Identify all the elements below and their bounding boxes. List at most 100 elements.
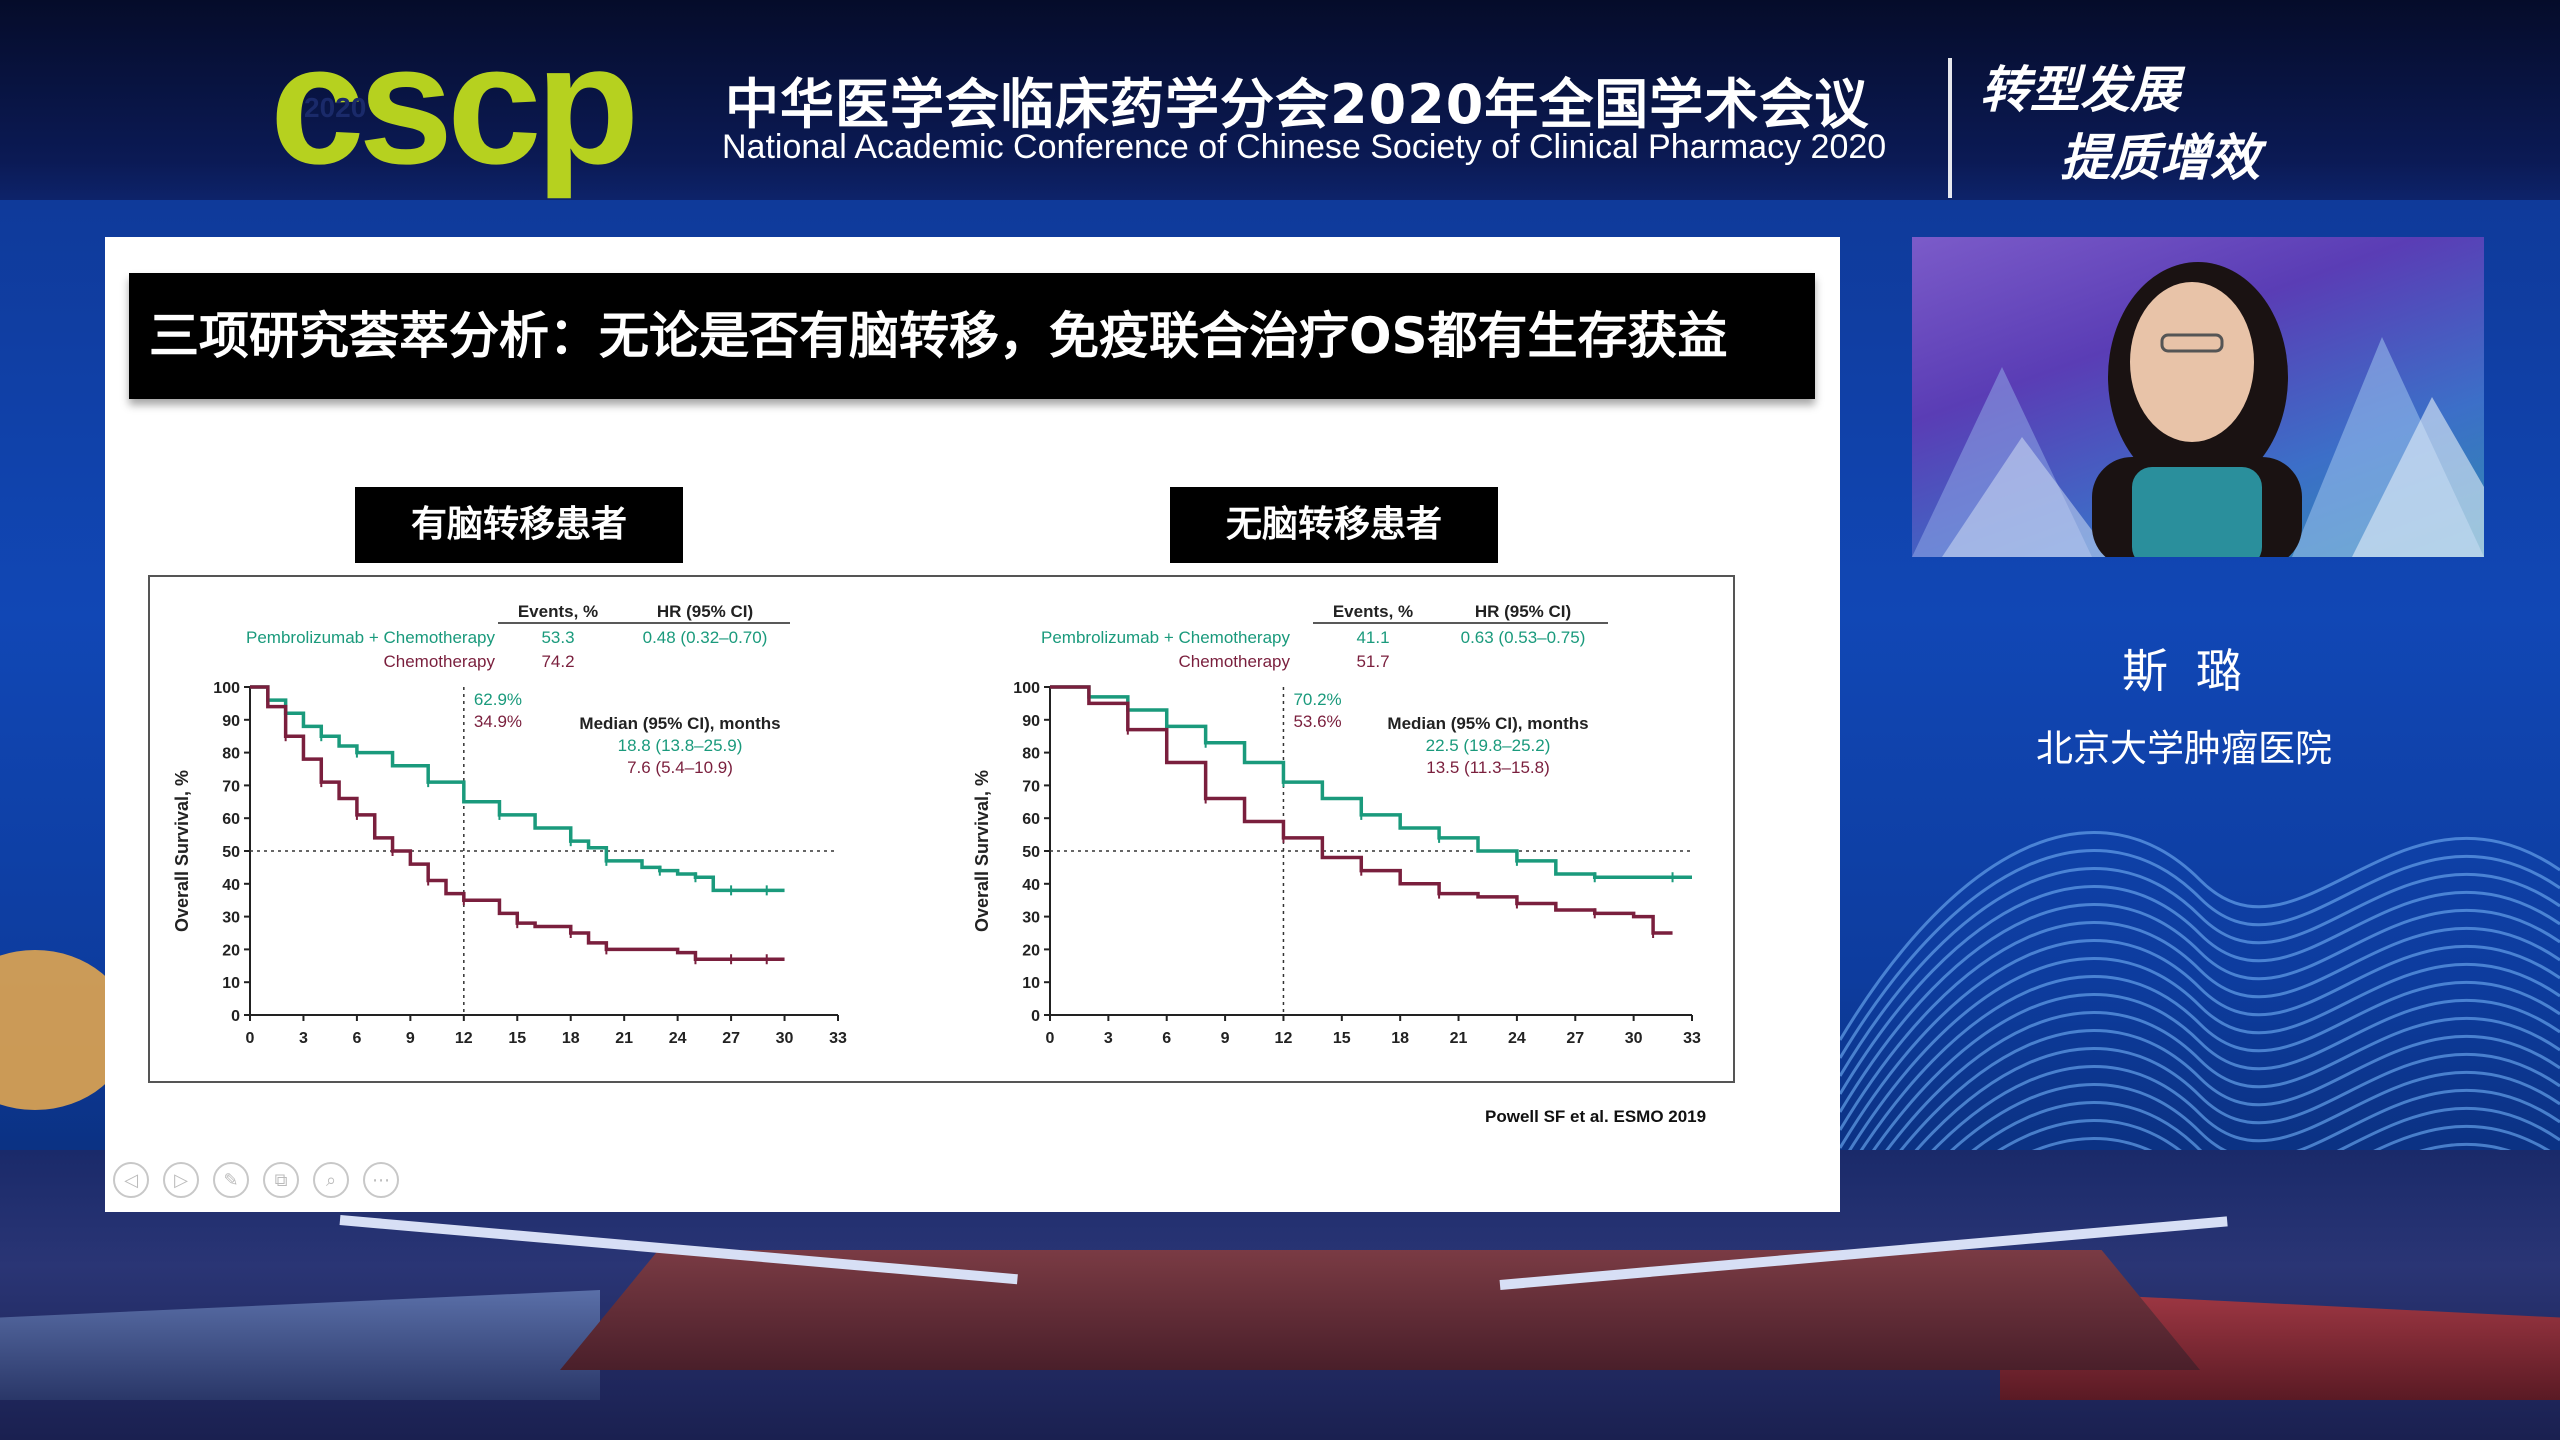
y-tick-label: 50 — [222, 844, 240, 861]
x-tick-label: 9 — [406, 1030, 415, 1047]
wave-line — [1982, 1119, 2560, 1160]
zoom-icon[interactable]: ⌕ — [313, 1162, 349, 1198]
legend-chemo: Chemotherapy — [383, 652, 495, 671]
rate-12mo-pembro: 62.9% — [474, 690, 522, 709]
x-tick-label: 15 — [508, 1030, 526, 1047]
slide-title: 三项研究荟萃分析：无论是否有脑转移，免疫联合治疗OS都有生存获益 — [129, 273, 1815, 399]
x-tick-label: 27 — [1566, 1030, 1584, 1047]
x-tick-label: 12 — [455, 1030, 473, 1047]
x-tick-label: 9 — [1221, 1030, 1230, 1047]
median-header: Median (95% CI), months — [579, 714, 780, 733]
events-header: Events, % — [518, 602, 598, 621]
wave-line — [1840, 867, 2560, 1077]
speaker-video — [1912, 237, 2484, 557]
wave-line — [2011, 1137, 2536, 1160]
median-header: Median (95% CI), months — [1387, 714, 1588, 733]
y-tick-label: 40 — [1022, 877, 1040, 894]
stage-center-block — [560, 1250, 2200, 1370]
next-icon[interactable]: ▷ — [163, 1162, 199, 1198]
x-tick-label: 21 — [1450, 1030, 1468, 1047]
wave-line — [1865, 993, 2560, 1160]
wave-line — [1840, 921, 2560, 1131]
speaker-name: 斯璐 — [2122, 644, 2270, 698]
y-tick-label: 70 — [1022, 778, 1040, 795]
y-tick-label: 90 — [1022, 713, 1040, 730]
header-background — [0, 0, 2560, 230]
km-curve-pembro — [1050, 685, 1692, 879]
x-tick-label: 18 — [562, 1030, 580, 1047]
events-value: 74.2 — [541, 652, 574, 671]
legend-pembro: Pembrolizumab + Chemotherapy — [246, 628, 495, 647]
prev-icon[interactable]: ◁ — [113, 1162, 149, 1198]
slogan-line-2: 提质增效 — [2060, 128, 2260, 187]
x-tick-label: 3 — [1104, 1030, 1113, 1047]
events-value: 51.7 — [1356, 652, 1389, 671]
y-tick-label: 100 — [1013, 680, 1040, 697]
wave-line — [1853, 975, 2560, 1160]
slogan-calligraphy: 转型发展 提质增效 — [1930, 50, 2290, 198]
x-tick-label: 30 — [1625, 1030, 1643, 1047]
y-tick-label: 30 — [1022, 910, 1040, 927]
hr-value: 0.63 (0.53–0.75) — [1461, 628, 1586, 647]
y-tick-label: 60 — [222, 811, 240, 828]
legend-pembro: Pembrolizumab + Chemotherapy — [1041, 628, 1290, 647]
panel-label-brain-metastases: 有脑转移患者 — [355, 487, 683, 563]
wave-line — [1939, 1083, 2560, 1160]
median-chemo: 13.5 (11.3–15.8) — [1426, 758, 1550, 777]
y-tick-label: 50 — [1022, 844, 1040, 861]
wave-line — [1841, 957, 2560, 1160]
legend-chemo: Chemotherapy — [1178, 652, 1290, 671]
more-icon[interactable]: ⋯ — [363, 1162, 399, 1198]
x-tick-label: 15 — [1333, 1030, 1351, 1047]
hr-header: HR (95% CI) — [1475, 602, 1571, 621]
km-curve-chemo — [250, 685, 785, 961]
wave-line — [1840, 885, 2560, 1095]
x-tick-label: 33 — [829, 1030, 847, 1047]
x-tick-label: 0 — [1046, 1030, 1055, 1047]
rate-12mo-pembro: 70.2% — [1293, 690, 1341, 709]
y-tick-label: 10 — [1022, 975, 1040, 992]
median-chemo: 7.6 (5.4–10.9) — [627, 758, 733, 777]
y-tick-label: 90 — [222, 713, 240, 730]
x-tick-label: 24 — [669, 1030, 687, 1047]
x-tick-label: 21 — [615, 1030, 633, 1047]
y-tick-label: 80 — [1022, 746, 1040, 763]
y-axis-label: Overall Survival, % — [972, 770, 992, 932]
median-pembro: 18.8 (13.8–25.9) — [618, 736, 743, 755]
x-tick-label: 3 — [299, 1030, 308, 1047]
y-tick-label: 20 — [222, 942, 240, 959]
x-tick-label: 24 — [1508, 1030, 1526, 1047]
x-tick-label: 6 — [352, 1030, 361, 1047]
y-tick-label: 40 — [222, 877, 240, 894]
wave-line — [1891, 1029, 2560, 1160]
speaker-video-frame — [1912, 262, 2484, 557]
wave-line — [1840, 939, 2560, 1149]
wave-line — [1921, 1065, 2560, 1160]
brush-stroke-icon — [1948, 58, 1952, 198]
x-tick-label: 27 — [722, 1030, 740, 1047]
slogan-line-1: 转型发展 — [1980, 60, 2180, 119]
x-tick-label: 30 — [776, 1030, 794, 1047]
pen-icon[interactable]: ✎ — [213, 1162, 249, 1198]
wave-line — [1840, 831, 2560, 1041]
conference-title-en: National Academic Conference of Chinese … — [722, 128, 1887, 166]
wave-line — [1905, 1047, 2560, 1160]
wave-line — [1877, 1011, 2560, 1160]
y-tick-label: 20 — [1022, 942, 1040, 959]
x-tick-label: 0 — [246, 1030, 255, 1047]
x-tick-label: 18 — [1391, 1030, 1409, 1047]
y-tick-label: 0 — [231, 1008, 240, 1025]
slide-toolbar: ◁ ▷ ✎ ⧉ ⌕ ⋯ — [113, 1162, 399, 1198]
y-tick-label: 60 — [1022, 811, 1040, 828]
events-header: Events, % — [1333, 602, 1413, 621]
copy-icon[interactable]: ⧉ — [263, 1162, 299, 1198]
conference-logo: cscp — [270, 10, 639, 200]
rate-12mo-chemo: 34.9% — [474, 712, 522, 731]
wave-line — [1840, 849, 2560, 1059]
citation: Powell SF et al. ESMO 2019 — [1485, 1107, 1707, 1126]
km-charts-frame: 0 10 20 30 40 50 60 70 80 90 100 0 3 6 9 12 15 18 21 24 27 30… — [148, 575, 1735, 1083]
wave-line — [1840, 903, 2560, 1113]
rate-12mo-chemo: 53.6% — [1293, 712, 1341, 731]
events-value: 53.3 — [541, 628, 574, 647]
logo-year: 2020 — [304, 92, 367, 123]
